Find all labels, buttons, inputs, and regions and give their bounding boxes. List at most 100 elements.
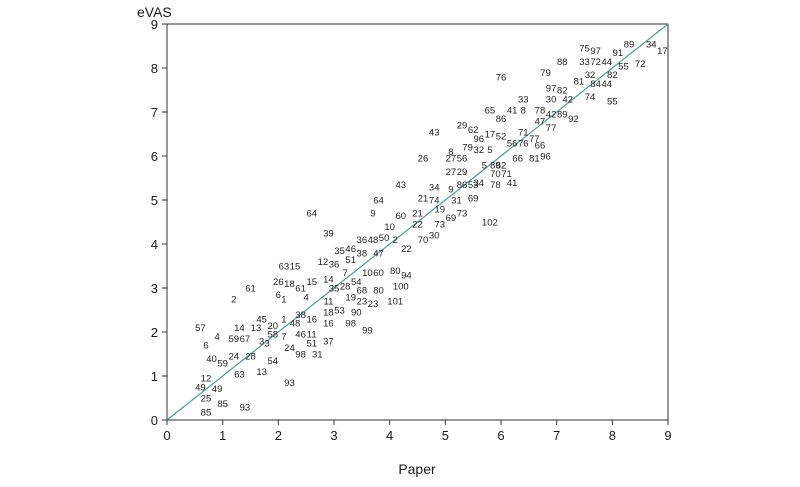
data-point-label: 56	[457, 154, 468, 165]
data-point-label: 33	[579, 57, 590, 68]
data-point-label: 85	[201, 408, 212, 419]
data-point-label: 18	[323, 308, 334, 319]
x-tick-label: 6	[497, 428, 504, 443]
data-point-label: 13	[251, 323, 262, 334]
data-point-label: 60	[373, 268, 384, 279]
data-point-label: 10	[362, 268, 373, 279]
data-point-label: 30	[429, 231, 440, 242]
data-point-label: 43	[429, 127, 440, 138]
data-point-label: 100	[393, 281, 409, 292]
data-point-label: 42	[546, 110, 557, 121]
x-tick-label: 3	[330, 428, 337, 443]
data-point-label: 70	[418, 235, 429, 246]
y-tick-label: 4	[151, 237, 158, 252]
data-point-label: 12	[201, 374, 212, 385]
y-tick-label: 0	[151, 413, 158, 428]
data-point-label: 9	[370, 209, 375, 220]
data-point-label: 61	[245, 284, 256, 295]
data-point-label: 35	[334, 246, 345, 257]
data-point-label: 4	[304, 292, 309, 303]
data-point-label: 76	[496, 72, 507, 83]
data-point-label: 36	[329, 259, 340, 270]
data-point-label: 79	[540, 68, 551, 79]
data-point-label: 55	[618, 61, 629, 72]
data-point-label: 98	[295, 350, 306, 361]
y-tick-label: 5	[151, 193, 158, 208]
data-point-label: 66	[535, 141, 546, 152]
data-point-label: 32	[585, 70, 596, 81]
data-point-label: 2	[393, 235, 398, 246]
data-point-label: 3	[265, 339, 270, 350]
data-point-label: 76	[518, 138, 529, 149]
data-point-label: 21	[418, 193, 429, 204]
data-point-label: 52	[496, 132, 507, 143]
data-point-label: 28	[340, 281, 351, 292]
x-tick-label: 1	[219, 428, 226, 443]
data-point-label: 58	[267, 330, 278, 341]
x-axis-title: Paper	[398, 461, 436, 477]
data-point-label: 23	[357, 297, 368, 308]
data-point-label: 40	[206, 354, 217, 365]
data-point-label: 2	[231, 295, 236, 306]
data-point-label: 93	[284, 378, 295, 389]
data-point-label: 41	[507, 178, 518, 189]
data-point-label: 44	[601, 57, 612, 68]
data-point-label: 86	[457, 180, 468, 191]
data-point-label: 6	[276, 290, 281, 301]
data-point-label: 68	[357, 286, 368, 297]
data-point-label: 16	[323, 319, 334, 330]
data-point-label: 90	[351, 308, 362, 319]
data-point-label: 15	[306, 277, 317, 288]
data-point-label: 71	[518, 127, 529, 138]
data-point-label: 96	[473, 134, 484, 145]
data-point-label: 24	[284, 343, 295, 354]
data-point-label: 63	[234, 369, 245, 380]
data-point-label: 1	[281, 314, 286, 325]
data-point-label: 11	[323, 297, 333, 308]
data-point-label: 35	[329, 284, 340, 295]
y-tick-label: 3	[151, 281, 158, 296]
data-point-label: 77	[546, 123, 557, 134]
data-point-label: 30	[546, 94, 557, 105]
data-point-label: 69	[468, 193, 479, 204]
data-point-label: 97	[590, 46, 601, 57]
data-point-label: 98	[345, 319, 356, 330]
data-point-label: 70	[490, 169, 501, 180]
y-axis-title: eVAS	[137, 4, 172, 20]
data-point-label: 86	[496, 114, 507, 125]
data-point-label: 11	[307, 330, 317, 341]
data-point-label: 65	[485, 105, 496, 116]
data-point-label: 15	[290, 262, 301, 273]
data-point-label: 6	[203, 341, 208, 352]
data-point-label: 8	[448, 147, 453, 158]
data-point-label: 48	[368, 235, 379, 246]
data-point-label: 92	[568, 114, 579, 125]
data-point-label: 72	[590, 57, 601, 68]
data-point-label: 37	[323, 336, 334, 347]
data-point-label: 31	[451, 196, 462, 207]
data-point-label: 69	[446, 213, 457, 224]
data-point-label: 93	[240, 402, 251, 413]
data-point-label: 64	[373, 196, 384, 207]
data-point-label: 89	[624, 39, 635, 50]
data-point-label: 59	[217, 358, 228, 369]
data-point-label: 80	[373, 286, 384, 297]
x-tick-label: 5	[442, 428, 449, 443]
data-point-label: 49	[212, 384, 223, 395]
data-point-label: 44	[601, 79, 612, 90]
identity-reference-line	[166, 23, 669, 421]
data-point-label: 102	[482, 218, 498, 229]
data-point-label: 24	[229, 352, 240, 363]
x-tick-label: 9	[664, 428, 671, 443]
data-point-label: 4	[214, 332, 219, 343]
data-point-label: 91	[613, 48, 624, 59]
data-point-label: 19	[434, 204, 445, 215]
data-point-label: 28	[245, 352, 256, 363]
data-point-label: 5	[482, 160, 487, 171]
data-point-label: 26	[418, 154, 429, 165]
data-point-label: 22	[401, 244, 412, 255]
data-point-label: 34	[473, 178, 484, 189]
data-point-label: 73	[457, 209, 468, 220]
data-point-label: 34	[429, 182, 440, 193]
